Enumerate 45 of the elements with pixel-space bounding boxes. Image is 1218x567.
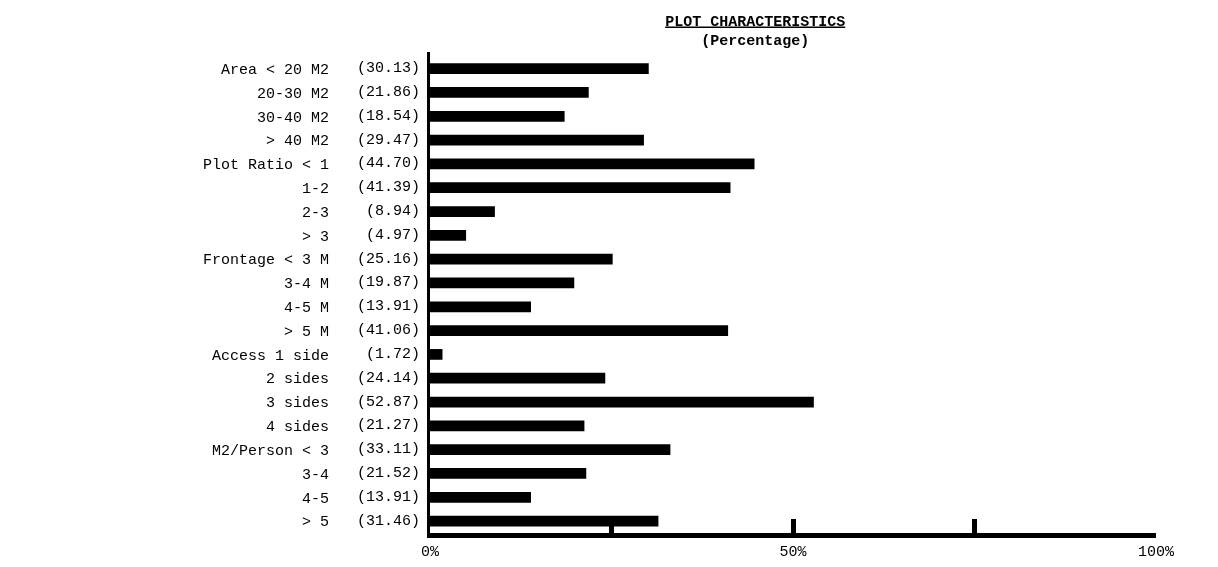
y-tick-label: Plot Ratio < 1: [202, 157, 329, 175]
data-label: (41.39): [357, 179, 421, 196]
y-tick-label: > 5: [301, 514, 329, 532]
y-tick-label: 20-30 M2: [256, 85, 329, 103]
data-label: (29.47): [357, 132, 421, 149]
data-label: (33.11): [357, 441, 421, 458]
y-tick-label: Area < 20 M2: [220, 61, 329, 79]
data-label: (21.52): [357, 465, 421, 482]
data-label: (31.46): [357, 513, 421, 530]
y-tick-label: 1-2: [301, 180, 329, 198]
y-tick-label: M2/Person < 3: [211, 442, 329, 460]
y-tick-label: 3 sides: [265, 395, 329, 413]
data-label: (52.87): [357, 394, 421, 411]
data-label: (18.54): [357, 108, 421, 125]
data-label: (21.86): [357, 84, 421, 101]
data-label: (25.16): [357, 251, 421, 268]
y-tick-label: 4 sides: [265, 419, 329, 437]
y-tick-label: 3-4 M: [283, 276, 329, 294]
y-tick-label: 2-3: [301, 204, 329, 222]
data-label: (24.14): [357, 370, 421, 387]
y-tick-label: 4-5: [301, 490, 329, 508]
y-tick-label: > 5 M: [283, 323, 329, 341]
data-label: (41.06): [357, 322, 421, 339]
chart-subtitle: (Percentage): [701, 33, 810, 51]
data-label: (30.13): [357, 60, 421, 77]
y-tick-label: 4-5 M: [283, 300, 329, 318]
data-label: (8.94): [366, 203, 421, 220]
data-label: (44.70): [357, 155, 421, 172]
y-tick-label: > 3: [301, 228, 329, 246]
data-label: (4.97): [366, 227, 421, 244]
data-label: (21.27): [357, 417, 421, 434]
x-tick-label: 100%: [1137, 544, 1175, 561]
y-tick-label: Frontage < 3 M: [202, 252, 329, 270]
x-tick-label: 0%: [420, 544, 440, 561]
y-tick-label: 30-40 M2: [256, 109, 329, 127]
y-tick-label: Access 1 side: [211, 347, 329, 365]
y-tick-label: > 40 M2: [265, 133, 329, 151]
y-tick-label: 2 sides: [265, 371, 329, 389]
data-label: (13.91): [357, 298, 421, 315]
data-label: (13.91): [357, 489, 421, 506]
y-tick-label: 3-4: [301, 466, 329, 484]
chart-title: PLOT CHARACTERISTICS: [665, 13, 846, 31]
data-label: (19.87): [357, 274, 421, 291]
x-tick-label: 50%: [779, 544, 808, 561]
data-label: (1.72): [366, 346, 421, 363]
